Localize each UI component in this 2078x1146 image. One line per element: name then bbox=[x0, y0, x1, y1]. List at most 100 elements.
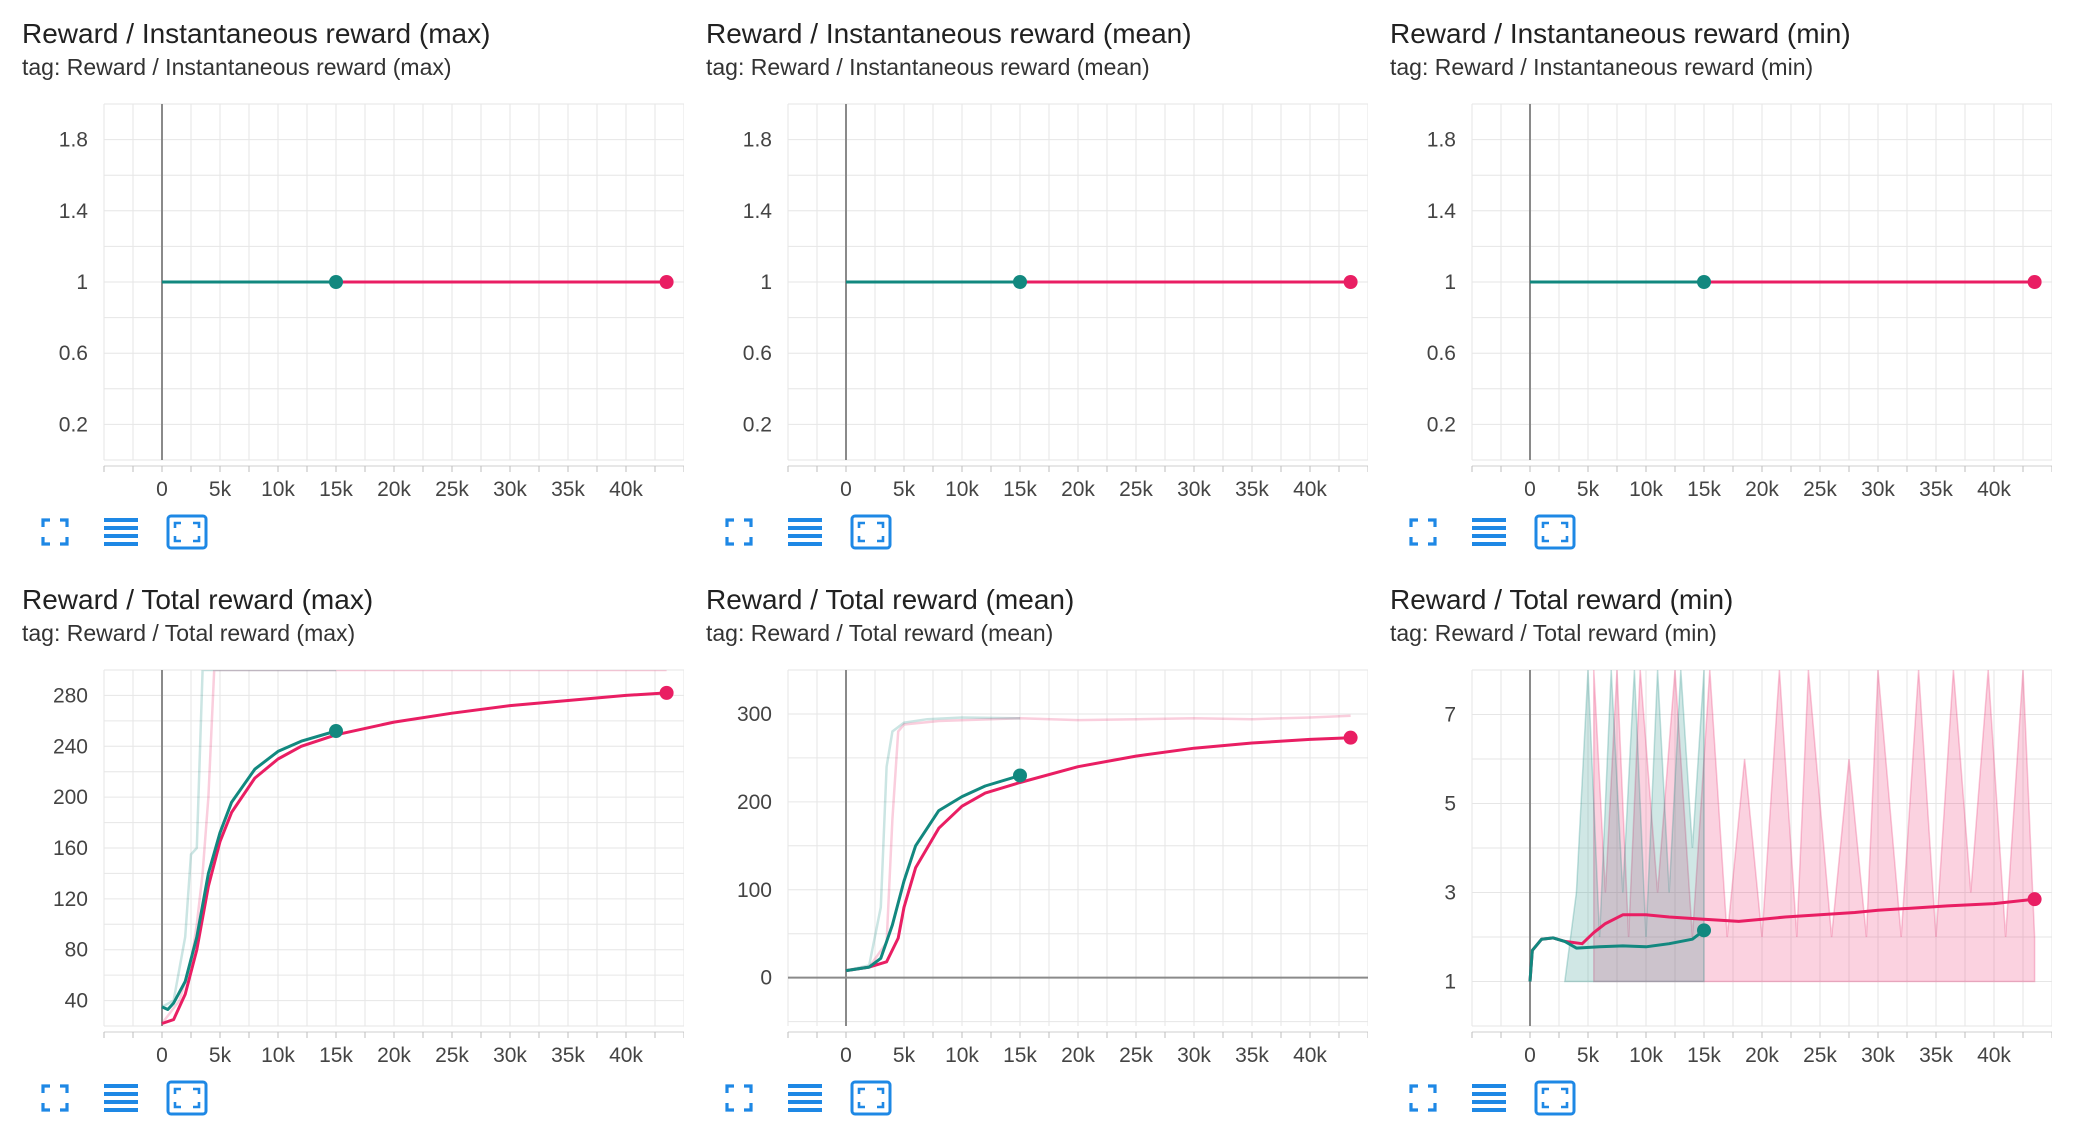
fit-domain-button[interactable] bbox=[1534, 1080, 1576, 1119]
x-tick-label: 0 bbox=[840, 1044, 852, 1067]
series-end-marker[interactable] bbox=[329, 275, 343, 289]
series-line bbox=[845, 736, 1351, 973]
series-end-marker[interactable] bbox=[1013, 768, 1027, 783]
chart-plot[interactable]: 0.2 0.6 1 1.4 1.8 0 5k 10k 15k 20k 25k 30k 35k 40k bbox=[1368, 0, 2052, 510]
x-tick-label: 40k bbox=[1977, 1044, 2011, 1067]
x-tick-label: 40k bbox=[1977, 478, 2011, 501]
chart-plot[interactable]: 40 80 120 160 200 240 280 0 5k 10k 15k 20k 25k 30k 35k… bbox=[0, 566, 684, 1076]
x-tick-label: 40k bbox=[609, 1044, 643, 1067]
x-tick-label: 15k bbox=[1687, 1044, 1721, 1067]
y-tick-label: 280 bbox=[53, 684, 88, 707]
y-tick-label: 160 bbox=[53, 837, 88, 860]
y-tick-label: 120 bbox=[53, 888, 88, 911]
x-tick-label: 35k bbox=[551, 1044, 585, 1067]
chart-title: Reward / Instantaneous reward (max) bbox=[22, 18, 491, 49]
y-tick-label: 1.4 bbox=[59, 200, 89, 223]
chart-card: Reward / Total reward (mean) tag: Reward … bbox=[684, 566, 1368, 1126]
fullscreen-button[interactable] bbox=[36, 515, 74, 553]
y-tick-label: 1.4 bbox=[1427, 200, 1457, 223]
y-tick-label: 0.2 bbox=[1427, 413, 1456, 436]
x-tick-label: 40k bbox=[1293, 478, 1327, 501]
y-tick-label: 1 bbox=[1444, 971, 1456, 994]
y-tick-label: 40 bbox=[65, 990, 88, 1013]
x-tick-label: 15k bbox=[1003, 478, 1037, 501]
chart-controls bbox=[720, 1080, 892, 1121]
data-table-button[interactable] bbox=[786, 1081, 824, 1119]
x-tick-label: 5k bbox=[209, 478, 232, 501]
x-tick-label: 0 bbox=[156, 478, 168, 501]
y-tick-label: 0.2 bbox=[59, 413, 88, 436]
fullscreen-button[interactable] bbox=[36, 1081, 74, 1119]
x-tick-label: 25k bbox=[435, 1044, 469, 1067]
fullscreen-icon bbox=[724, 1083, 754, 1118]
chart-card: Reward / Instantaneous reward (mean) tag:… bbox=[684, 0, 1368, 560]
y-tick-label: 5 bbox=[1444, 793, 1456, 816]
raw-series-line bbox=[161, 670, 667, 1025]
y-tick-label: 0.2 bbox=[743, 413, 772, 436]
data-table-icon bbox=[102, 1081, 140, 1120]
x-tick-label: 35k bbox=[1919, 478, 1953, 501]
fit-domain-icon bbox=[850, 1080, 892, 1121]
y-tick-label: 0.6 bbox=[1427, 342, 1456, 365]
y-tick-label: 1 bbox=[1444, 271, 1456, 294]
chart-controls bbox=[720, 514, 892, 553]
x-tick-label: 25k bbox=[1119, 478, 1153, 501]
series-end-marker[interactable] bbox=[2027, 275, 2042, 289]
x-tick-label: 5k bbox=[893, 1044, 916, 1067]
x-tick-label: 40k bbox=[609, 478, 643, 501]
fit-domain-button[interactable] bbox=[166, 1080, 208, 1119]
y-tick-label: 0.6 bbox=[743, 342, 772, 365]
chart-card: Reward / Total reward (max) tag: Reward /… bbox=[0, 566, 684, 1126]
data-table-button[interactable] bbox=[1470, 515, 1508, 553]
fullscreen-button[interactable] bbox=[720, 1081, 758, 1119]
series-end-marker[interactable] bbox=[1697, 923, 1711, 938]
x-tick-label: 25k bbox=[1119, 1044, 1153, 1067]
chart-controls bbox=[1404, 514, 1576, 555]
y-tick-label: 300 bbox=[737, 703, 772, 726]
x-tick-label: 10k bbox=[1629, 478, 1663, 501]
series-end-marker[interactable] bbox=[1697, 275, 1711, 289]
series-end-marker[interactable] bbox=[329, 724, 343, 739]
x-tick-label: 15k bbox=[319, 478, 353, 501]
data-table-icon bbox=[1470, 1081, 1508, 1120]
chart-plot[interactable]: 1 3 5 7 0 5k 10k 15k 20k 25k 30k 35k 40k bbox=[1368, 566, 2052, 1076]
series-end-marker[interactable] bbox=[1343, 275, 1358, 289]
raw-series-area bbox=[1563, 670, 1705, 983]
fit-domain-icon bbox=[1534, 514, 1576, 555]
fullscreen-icon bbox=[1408, 517, 1438, 552]
chart-plot[interactable]: 0.2 0.6 1 1.4 1.8 0 5k 10k 15k 20k 25k 30k 35k 40k bbox=[684, 0, 1368, 510]
chart-title: Reward / Instantaneous reward (min) bbox=[1390, 18, 1851, 49]
data-table-button[interactable] bbox=[1470, 1081, 1508, 1119]
fullscreen-button[interactable] bbox=[1404, 515, 1442, 553]
data-table-button[interactable] bbox=[102, 515, 140, 553]
fit-domain-button[interactable] bbox=[1534, 514, 1576, 555]
x-tick-label: 10k bbox=[261, 1044, 295, 1067]
fullscreen-button[interactable] bbox=[720, 515, 758, 553]
series-end-marker[interactable] bbox=[1343, 730, 1358, 745]
data-table-button[interactable] bbox=[102, 1081, 140, 1119]
series-end-marker[interactable] bbox=[2027, 892, 2042, 907]
fullscreen-button[interactable] bbox=[1404, 1081, 1442, 1119]
x-tick-label: 35k bbox=[1235, 478, 1269, 501]
data-table-button[interactable] bbox=[786, 515, 824, 553]
series-end-marker[interactable] bbox=[1013, 275, 1027, 289]
y-tick-label: 1 bbox=[760, 271, 772, 294]
fit-domain-button[interactable] bbox=[850, 514, 892, 553]
chart-plot[interactable]: 0.2 0.6 1 1.4 1.8 0 5k 10k 15k 20k 25k 30k 35k 40k bbox=[0, 0, 684, 510]
series-group bbox=[1528, 670, 2036, 983]
data-table-icon bbox=[786, 1081, 824, 1120]
series-end-marker[interactable] bbox=[659, 275, 674, 289]
fit-domain-button[interactable] bbox=[166, 514, 208, 553]
x-tick-label: 20k bbox=[1061, 478, 1095, 501]
series-end-marker[interactable] bbox=[659, 685, 674, 700]
x-tick-label: 30k bbox=[1861, 1044, 1895, 1067]
chart-plot[interactable]: 0 100 200 300 0 5k 10k 15k 20k 25k 30k 35k 40k bbox=[684, 566, 1368, 1076]
chart-tag: tag: Reward / Total reward (mean) bbox=[706, 620, 1054, 646]
y-tick-label: 1.4 bbox=[743, 200, 773, 223]
y-tick-label: 1 bbox=[76, 271, 88, 294]
chart-controls bbox=[1404, 1080, 1576, 1119]
y-tick-label: 1.8 bbox=[59, 129, 88, 152]
data-table-icon bbox=[102, 515, 140, 554]
x-tick-label: 0 bbox=[840, 478, 852, 501]
fit-domain-button[interactable] bbox=[850, 1080, 892, 1121]
